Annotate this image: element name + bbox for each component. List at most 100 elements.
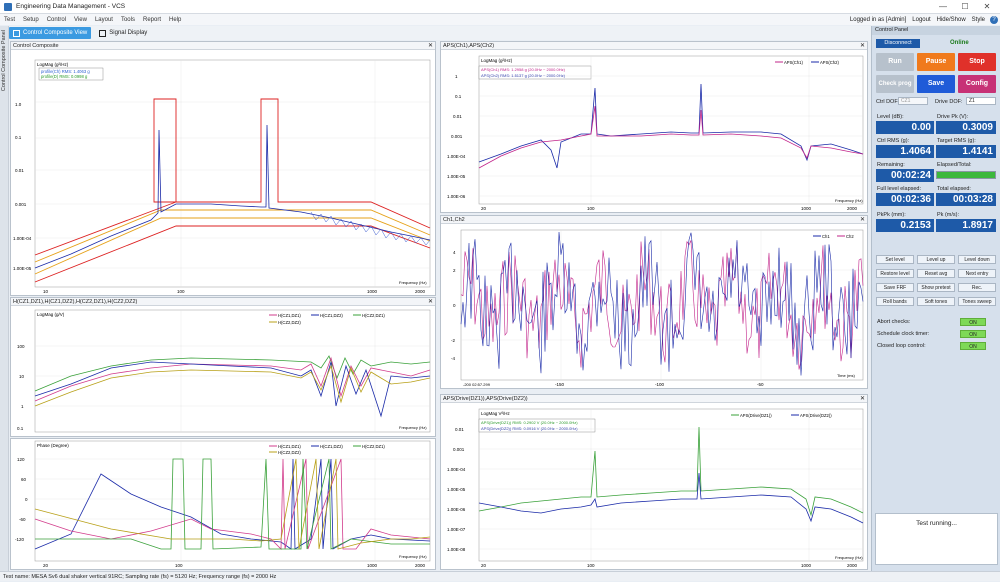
pk-label: Pk (m/s):	[937, 212, 959, 218]
disconnect-button[interactable]: Disconnect	[876, 39, 920, 48]
y-tick: 0.01	[455, 427, 464, 432]
full-level-label: Full level elapsed:	[877, 186, 922, 192]
tab-signal-display[interactable]: Signal Display	[95, 27, 151, 39]
y-tick: 0.01	[453, 114, 462, 119]
x-tick: 1000	[367, 563, 378, 568]
legend-line-1: profile(Ch) RMS: 1.4063 g	[41, 69, 90, 74]
style-link[interactable]: Style	[971, 16, 985, 23]
menu-tools[interactable]: Tools	[120, 16, 135, 23]
tones-sweep-button[interactable]: Tones sweep	[958, 297, 996, 306]
abort-checks-toggle[interactable]: ON	[960, 318, 986, 326]
hide-show-link[interactable]: Hide/Show	[936, 16, 966, 23]
show-pretest-button[interactable]: Show pretest	[917, 283, 955, 292]
close-icon[interactable]: ✕	[859, 396, 865, 402]
ctrl-dof-select[interactable]: CZ1	[898, 97, 928, 105]
roll-bands-button[interactable]: Roll bands	[876, 297, 914, 306]
abort-checks-label: Abort checks:	[877, 319, 911, 325]
frf-phase-plot[interactable]: Phase (Degree) H(CZ1,DZ1) H(CZ1,DZ2) H(C…	[11, 439, 435, 569]
menu-setup[interactable]: Setup	[23, 16, 39, 23]
save-button[interactable]: Save	[917, 75, 955, 93]
help-icon[interactable]: ?	[990, 15, 998, 24]
panel-title: APS(Ch1),APS(Ch2)	[443, 43, 495, 49]
menu-control[interactable]: Control	[46, 16, 67, 23]
x-tick: 1000	[801, 563, 812, 568]
control-composite-plot[interactable]: LogMag (g²/Hz) profile(Ch) RMS: 1.4063 g…	[11, 50, 435, 295]
rec-button[interactable]: Rec.	[958, 283, 996, 292]
x-tick: 1000	[367, 289, 378, 294]
legend-item: H(CZ1,DZ2)	[320, 444, 343, 449]
tab-label: Signal Display	[109, 30, 148, 36]
control-panel: Control Panel Disconnect Online Run Paus…	[871, 26, 1000, 571]
minimize-button[interactable]: —	[939, 2, 947, 11]
drive-dof-select[interactable]: Z1	[966, 97, 996, 105]
tab-control-composite-view[interactable]: Control Composite View	[9, 27, 92, 39]
schedule-timer-toggle[interactable]: ON	[960, 330, 986, 338]
reset-avg-button[interactable]: Reset avg	[917, 269, 955, 278]
restore-level-button[interactable]: Restore level	[876, 269, 914, 278]
left-panel-tab[interactable]: Control Composite Panel	[0, 26, 9, 571]
test-status-box: Test running...	[875, 513, 998, 565]
menu-layout[interactable]: Layout	[94, 16, 113, 23]
y-tick: 1.00E-06	[447, 194, 466, 199]
total-elapsed-label: Total elapsed:	[937, 186, 971, 192]
y-tick: 1.00E-04	[447, 154, 466, 159]
next-entry-button[interactable]: Next entry	[958, 269, 996, 278]
maximize-button[interactable]: ☐	[961, 2, 969, 11]
frf-legend: H(CZ1,DZ1) H(CZ1,DZ2) H(CZ2,DZ1) H(CZ2,D…	[269, 313, 385, 325]
y-tick: 1.00E-04	[447, 467, 466, 472]
y-tick: 60	[21, 477, 27, 482]
menu-report[interactable]: Report	[142, 16, 161, 23]
aps-ch-plot[interactable]: LogMag (g²/Hz) APS(Ch1) RMS: 1.2958 g (2…	[441, 50, 867, 212]
set-level-button[interactable]: Set level	[876, 255, 914, 264]
x-tick: 100	[587, 563, 595, 568]
frf-magnitude-plot[interactable]: LogMag (g/V) H(CZ1,DZ1) H(CZ1,DZ2) H(CZ2…	[11, 306, 435, 436]
aps-drive-plot[interactable]: LogMag V²/Hz APS(Drive(DZ1)) RMS: 0.2902…	[441, 403, 867, 569]
app-icon	[4, 2, 12, 11]
pause-button[interactable]: Pause	[917, 53, 955, 71]
close-icon[interactable]: ✕	[859, 217, 865, 223]
level-up-button[interactable]: Level up	[917, 255, 955, 264]
x-tick: -150	[555, 382, 565, 387]
target-rms-label: Target RMS (g):	[937, 138, 976, 144]
legend-item: APS(Ch1)	[784, 60, 803, 65]
x-axis-label: Frequency (Hz)	[835, 198, 863, 203]
stop-button[interactable]: Stop	[958, 53, 996, 71]
x-axis-label: Frequency (Hz)	[399, 280, 427, 285]
check-prog-button[interactable]: Check prog	[876, 75, 914, 93]
y-axis-label: LogMag (g²/Hz)	[37, 62, 69, 67]
menu-test[interactable]: Test	[4, 16, 16, 23]
close-icon[interactable]: ✕	[427, 43, 433, 49]
close-icon[interactable]: ✕	[427, 299, 433, 305]
y-tick: 1.00E-05	[13, 266, 32, 271]
grid-icon	[13, 29, 20, 37]
time-legend: Ch1 Ch2	[813, 234, 854, 239]
pkpk-label: PkPk (mm):	[877, 212, 906, 218]
time-ch-plot[interactable]: Ch1 Ch2 4 2 0 -2 -4 -200 02:57.299 -150 …	[441, 224, 867, 388]
y-axis-label: LogMag (g/V)	[37, 312, 65, 317]
panel-control-composite: Control Composite ✕ LogMag (g²/Hz) profil…	[10, 41, 436, 296]
logged-in-label: Logged in as [Admin]	[849, 16, 907, 23]
legend-item: APS(Ch2)	[820, 60, 839, 65]
config-button[interactable]: Config	[958, 75, 996, 93]
run-button[interactable]: Run	[876, 53, 914, 71]
closed-loop-toggle[interactable]: ON	[960, 342, 986, 350]
x-tick: 20	[481, 563, 487, 568]
logout-link[interactable]: Logout	[912, 16, 931, 23]
level-down-button[interactable]: Level down	[958, 255, 996, 264]
y-tick: 1.00E-05	[447, 487, 466, 492]
menu-view[interactable]: View	[74, 16, 87, 23]
view-toolbar: Control Composite View Signal Display	[9, 26, 871, 40]
legend-line-1: APS(Drive(DZ1)) RMS: 0.2902 V (20.0Hz ~ …	[481, 420, 578, 425]
y-tick: 0.1	[455, 94, 462, 99]
close-button[interactable]: ✕	[983, 2, 991, 11]
close-icon[interactable]: ✕	[859, 43, 865, 49]
y-tick: -120	[15, 537, 25, 542]
x-axis-label: Time (ms)	[837, 373, 856, 378]
y-tick: 0.001	[453, 447, 465, 452]
y-tick: 1.00E-07	[447, 527, 466, 532]
soft-tones-button[interactable]: Soft tones	[917, 297, 955, 306]
menu-help[interactable]: Help	[169, 16, 182, 23]
x-tick: 100	[175, 563, 183, 568]
y-axis-label: LogMag V²/Hz	[481, 411, 511, 416]
save-frf-button[interactable]: Save FRF	[876, 283, 914, 292]
